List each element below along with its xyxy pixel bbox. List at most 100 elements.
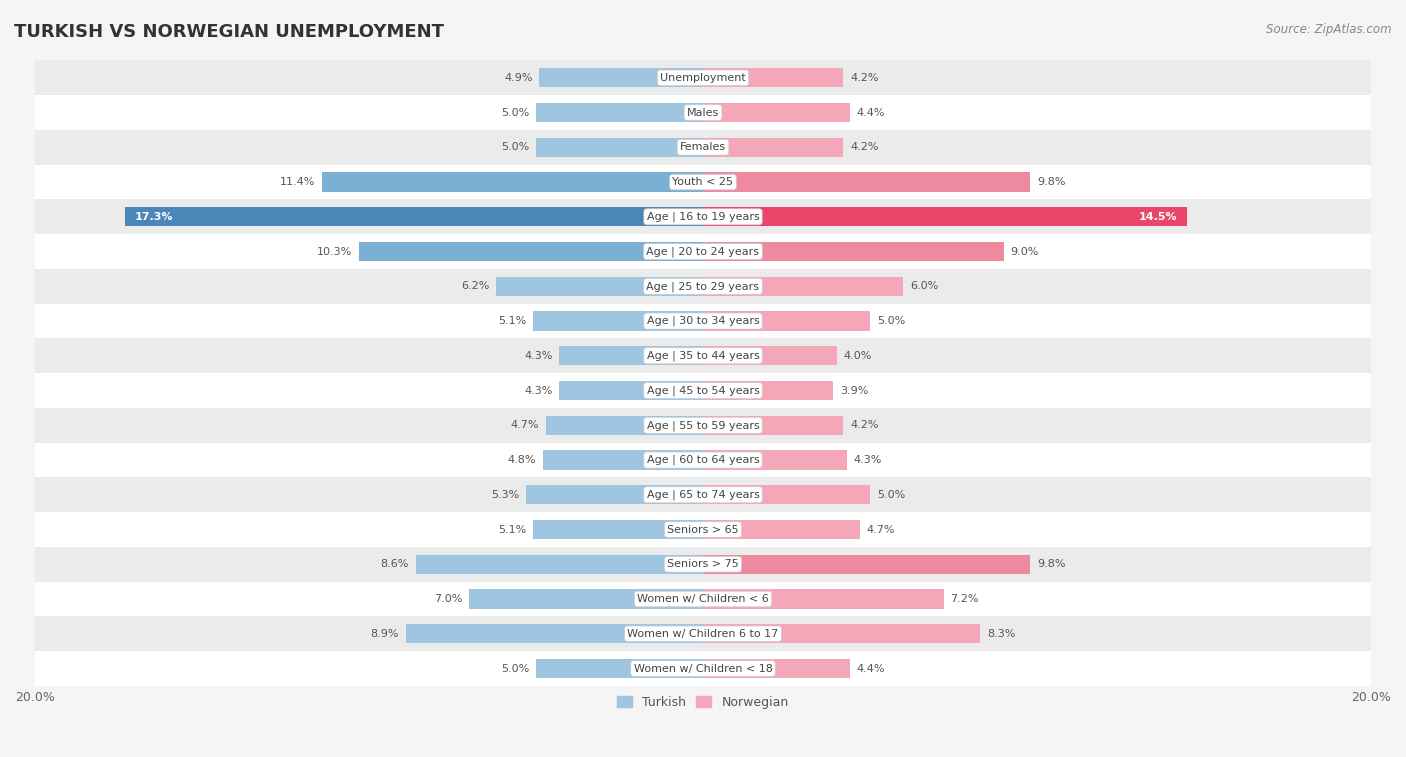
Text: Age | 30 to 34 years: Age | 30 to 34 years [647,316,759,326]
Text: 4.2%: 4.2% [851,73,879,83]
Text: Age | 60 to 64 years: Age | 60 to 64 years [647,455,759,466]
Bar [703,277,904,296]
Bar [35,512,1371,547]
Text: 4.3%: 4.3% [524,385,553,396]
Bar [470,590,703,609]
Bar [35,304,1371,338]
Bar [546,416,703,435]
Bar [35,61,1371,95]
Bar [560,381,703,400]
Text: 5.1%: 5.1% [498,316,526,326]
Text: 4.2%: 4.2% [851,420,879,430]
Text: Age | 25 to 29 years: Age | 25 to 29 years [647,281,759,291]
Bar [322,173,703,192]
Bar [35,199,1371,234]
Text: Youth < 25: Youth < 25 [672,177,734,187]
Text: 4.4%: 4.4% [856,664,886,674]
Bar [35,616,1371,651]
Text: 5.3%: 5.3% [491,490,519,500]
Text: Females: Females [681,142,725,152]
Bar [703,625,980,643]
Text: 4.2%: 4.2% [851,142,879,152]
Bar [35,234,1371,269]
Bar [560,346,703,366]
Bar [35,95,1371,130]
Text: 9.8%: 9.8% [1038,177,1066,187]
Bar [703,555,1031,574]
Bar [703,590,943,609]
Text: 4.9%: 4.9% [505,73,533,83]
Bar [35,581,1371,616]
Bar [703,242,1004,261]
Bar [35,443,1371,478]
Text: Seniors > 75: Seniors > 75 [666,559,740,569]
Bar [536,138,703,157]
Text: 4.0%: 4.0% [844,350,872,361]
Bar [526,485,703,504]
Bar [703,311,870,331]
Bar [543,450,703,469]
Text: Age | 35 to 44 years: Age | 35 to 44 years [647,350,759,361]
Text: 17.3%: 17.3% [135,212,174,222]
Text: 7.0%: 7.0% [434,594,463,604]
Text: 5.0%: 5.0% [877,316,905,326]
Bar [703,68,844,87]
Bar [703,103,851,122]
Bar [703,346,837,366]
Text: 11.4%: 11.4% [280,177,315,187]
Text: 8.9%: 8.9% [371,629,399,639]
Bar [703,485,870,504]
Text: 7.2%: 7.2% [950,594,979,604]
Text: 9.0%: 9.0% [1011,247,1039,257]
Text: Women w/ Children 6 to 17: Women w/ Children 6 to 17 [627,629,779,639]
Bar [359,242,703,261]
Bar [35,338,1371,373]
Bar [703,173,1031,192]
Bar [35,269,1371,304]
Text: Age | 55 to 59 years: Age | 55 to 59 years [647,420,759,431]
Bar [35,130,1371,165]
Text: 6.2%: 6.2% [461,282,489,291]
Bar [125,207,703,226]
Text: Unemployment: Unemployment [661,73,745,83]
Text: 5.0%: 5.0% [501,664,529,674]
Legend: Turkish, Norwegian: Turkish, Norwegian [613,691,793,714]
Bar [540,68,703,87]
Text: 5.0%: 5.0% [501,142,529,152]
Bar [703,520,860,539]
Text: Women w/ Children < 18: Women w/ Children < 18 [634,664,772,674]
Bar [703,381,834,400]
Text: 5.0%: 5.0% [501,107,529,117]
Text: Age | 20 to 24 years: Age | 20 to 24 years [647,246,759,257]
Text: 4.3%: 4.3% [853,455,882,465]
Bar [496,277,703,296]
Bar [536,659,703,678]
Bar [35,547,1371,581]
Bar [533,520,703,539]
Bar [406,625,703,643]
Text: TURKISH VS NORWEGIAN UNEMPLOYMENT: TURKISH VS NORWEGIAN UNEMPLOYMENT [14,23,444,41]
Text: 5.1%: 5.1% [498,525,526,534]
Text: 9.8%: 9.8% [1038,559,1066,569]
Bar [703,416,844,435]
Bar [35,408,1371,443]
Bar [416,555,703,574]
Bar [35,165,1371,199]
Text: 4.4%: 4.4% [856,107,886,117]
Bar [35,478,1371,512]
Bar [35,651,1371,686]
Text: 8.6%: 8.6% [381,559,409,569]
Text: Age | 65 to 74 years: Age | 65 to 74 years [647,490,759,500]
Text: Age | 45 to 54 years: Age | 45 to 54 years [647,385,759,396]
Bar [533,311,703,331]
Bar [703,207,1187,226]
Text: 8.3%: 8.3% [987,629,1015,639]
Text: Seniors > 65: Seniors > 65 [668,525,738,534]
Bar [536,103,703,122]
Bar [703,138,844,157]
Text: 10.3%: 10.3% [316,247,353,257]
Text: Source: ZipAtlas.com: Source: ZipAtlas.com [1267,23,1392,36]
Text: 4.3%: 4.3% [524,350,553,361]
Text: 4.8%: 4.8% [508,455,536,465]
Text: 4.7%: 4.7% [866,525,896,534]
